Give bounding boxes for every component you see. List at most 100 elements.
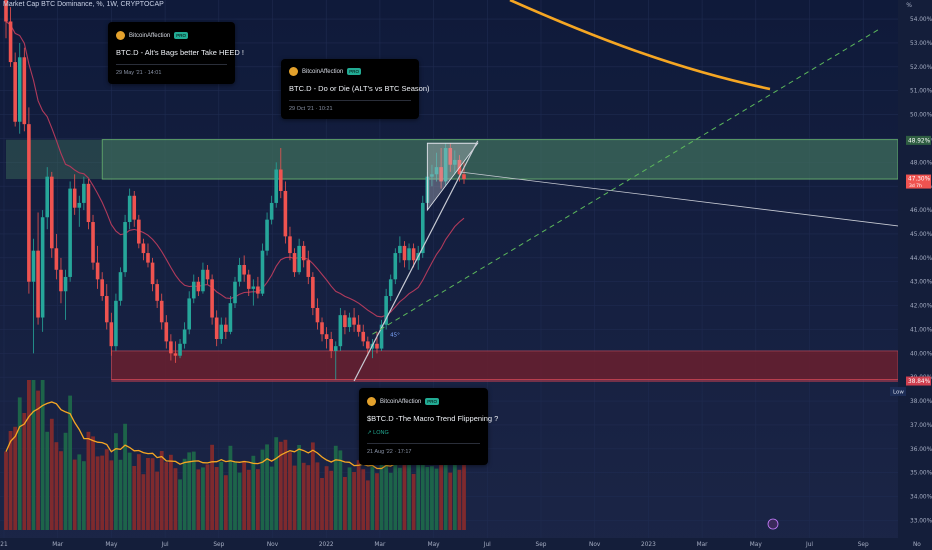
idea-card-2[interactable]: BitcoinAffection PRO BTC.D - Do or Die (A… [281, 59, 430, 119]
candle-body [315, 307, 320, 323]
volume-bar [315, 462, 320, 530]
candle-body [411, 248, 416, 261]
candle-body [17, 57, 22, 122]
volume-bar [402, 453, 407, 530]
candle-body [95, 262, 100, 280]
volume-bar [173, 468, 178, 530]
idea-card-3[interactable]: BitcoinAffection PRO $BTC.D -The Macro Tr… [359, 388, 499, 465]
candle-body [150, 262, 155, 285]
price-tick-label: 35.00% [910, 471, 932, 477]
volume-bar [104, 449, 109, 530]
time-axis-background [0, 538, 932, 550]
candle-body [393, 253, 398, 280]
candle-body [366, 341, 370, 349]
candle-body [201, 269, 205, 292]
price-tick-label: 40.00% [910, 351, 932, 357]
candle-body [233, 281, 237, 304]
volume-bar [136, 454, 141, 530]
candle-body [430, 174, 434, 177]
author-avatar-icon [367, 397, 376, 406]
volume-bar [370, 466, 375, 530]
time-tick-label: May [750, 542, 763, 548]
idea-title[interactable]: $BTC.D -The Macro Trend Flippening ? [367, 414, 499, 423]
volume-bar [187, 452, 192, 530]
idea-title[interactable]: BTC.D - Alt's Bags better Take HEED ! [116, 48, 245, 57]
candle-body [297, 245, 301, 273]
volume-bar [292, 465, 297, 530]
chart-header-title: Market Cap BTC Dominance, %, 1W, CRYPTOC… [3, 1, 164, 8]
volume-bar [320, 478, 324, 530]
candle-body [31, 250, 36, 282]
price-tick-label: 42.00% [910, 304, 932, 310]
volume-bar [109, 460, 114, 530]
candle-body [453, 159, 457, 165]
candle-body [45, 176, 50, 218]
candle-layer [4, 0, 466, 380]
volume-bar [462, 460, 466, 530]
candle-body [448, 148, 453, 165]
candle-body [343, 315, 347, 328]
idea-divider [116, 64, 227, 65]
candle-body [169, 341, 173, 354]
volume-bar [375, 473, 379, 530]
volume-bar [242, 460, 247, 530]
candle-body [40, 217, 45, 318]
candle-body [338, 315, 343, 347]
volume-bar [17, 397, 22, 530]
volume-moving-average [5, 401, 465, 470]
volume-bar [310, 442, 315, 530]
price-tick-label: 46.00% [910, 208, 932, 214]
low-tag-label: Low [893, 390, 904, 396]
idea-author[interactable]: BitcoinAffection [302, 68, 344, 75]
drawing-layer: 45° [353, 28, 906, 382]
volume-bar [59, 451, 63, 530]
candle-body [224, 324, 228, 332]
volume-bar [178, 479, 182, 530]
volume-bar [45, 431, 50, 530]
idea-author[interactable]: BitcoinAffection [129, 32, 171, 39]
time-tick-label: May [105, 542, 118, 548]
volume-bar [182, 458, 187, 530]
price-tick-label: 43.00% [910, 280, 932, 286]
support-zone [110, 350, 899, 380]
author-avatar-icon [116, 31, 125, 40]
candle-body [214, 317, 219, 340]
triangle-pattern [426, 142, 479, 212]
volume-bar [278, 441, 283, 530]
volume-bar [196, 469, 201, 530]
candle-body [320, 322, 324, 335]
time-tick-label: Jul [161, 542, 169, 548]
volume-bar [132, 466, 137, 530]
candle-body [274, 169, 279, 203]
volume-bar [86, 431, 91, 530]
candle-body [100, 279, 104, 297]
candle-body [155, 284, 159, 301]
volume-bar [448, 472, 453, 530]
candle-body [159, 300, 164, 323]
price-tick-label: 37.00% [910, 423, 932, 429]
idea-divider [367, 443, 480, 444]
volume-bar [430, 466, 434, 530]
idea-title[interactable]: BTC.D - Do or Die (ALT's vs BTC Season) [289, 84, 430, 93]
volume-bar [95, 456, 100, 530]
time-tick-label: Sep [536, 542, 547, 548]
volume-bar [338, 450, 343, 530]
low-tag-box [890, 387, 906, 397]
candle-body [72, 188, 77, 208]
volume-bar [420, 433, 425, 530]
idea-card-1[interactable]: BitcoinAffection PRO BTC.D - Alt's Bags b… [108, 22, 245, 84]
candle-body [36, 250, 40, 318]
candle-body [260, 250, 265, 294]
candle-body [187, 298, 191, 330]
time-tick-label: 2022 [319, 542, 334, 548]
volume-bar [91, 436, 95, 530]
zone-layer [6, 139, 899, 382]
volume-bar [210, 444, 214, 530]
candle-body [420, 202, 425, 254]
idea-author[interactable]: BitcoinAffection [380, 398, 422, 405]
time-tick-label: Mar [52, 542, 64, 548]
candle-body [4, 0, 8, 22]
